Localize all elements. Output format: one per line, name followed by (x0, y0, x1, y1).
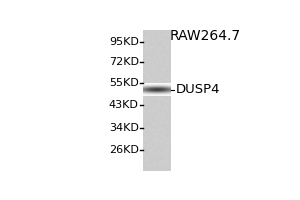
Text: 26KD: 26KD (109, 145, 139, 155)
Text: 43KD: 43KD (109, 100, 139, 110)
Text: 34KD: 34KD (109, 123, 139, 133)
Text: DUSP4: DUSP4 (176, 83, 220, 96)
Text: 55KD: 55KD (109, 78, 139, 88)
Text: 72KD: 72KD (109, 57, 139, 67)
Text: 95KD: 95KD (109, 37, 139, 47)
Text: RAW264.7: RAW264.7 (169, 29, 241, 43)
